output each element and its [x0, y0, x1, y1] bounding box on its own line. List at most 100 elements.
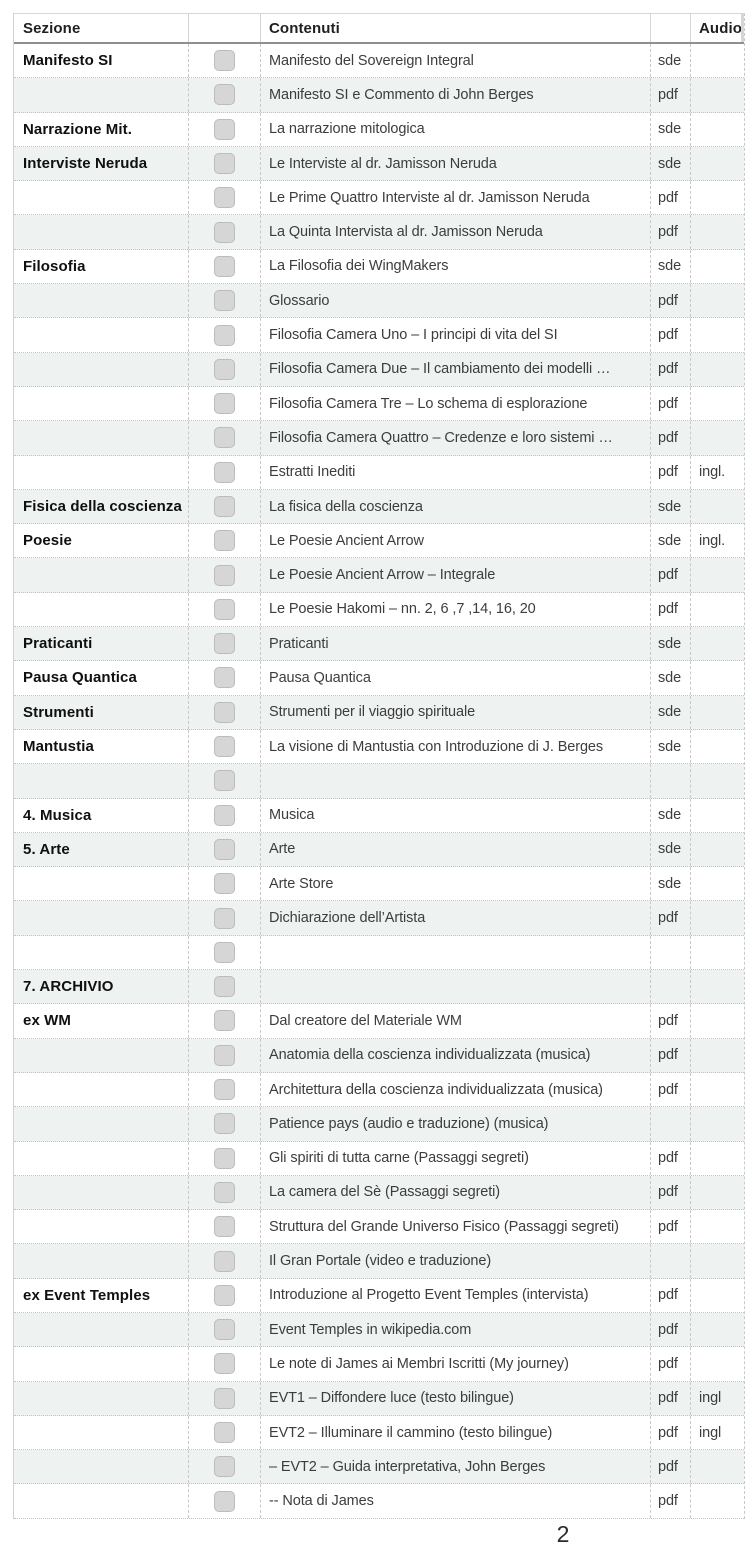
checkbox-cell: [189, 1210, 261, 1244]
filetype-label: pdf: [658, 464, 678, 481]
audio-cell: ingl.: [691, 456, 744, 489]
row-checkbox[interactable]: [214, 1353, 235, 1375]
table-body: Manifesto SI Manifesto del Sovereign Int…: [14, 44, 744, 1519]
checkbox-cell: [189, 1175, 261, 1210]
content-label: Architettura della coscienza individuali…: [269, 1081, 603, 1098]
row-checkbox[interactable]: [214, 667, 235, 689]
section-label: 7. ARCHIVIO: [23, 978, 114, 996]
row-checkbox[interactable]: [214, 153, 235, 175]
filetype-cell: pdf: [651, 1312, 691, 1347]
row-checkbox[interactable]: [214, 1422, 235, 1444]
content-label: Filosofia Camera Due – Il cambiamento de…: [269, 361, 611, 378]
row-checkbox[interactable]: [214, 598, 235, 620]
filetype-label: pdf: [658, 1218, 678, 1235]
checkbox-cell: [189, 352, 261, 386]
content-label: Estratti Inediti: [269, 464, 356, 481]
row-checkbox[interactable]: [214, 1181, 235, 1203]
audio-cell: [691, 593, 744, 626]
checkbox-cell: [189, 78, 261, 112]
content-label: La Filosofia dei WingMakers: [269, 258, 449, 275]
table-row: ex WM Dal creatore del Materiale WM pdf: [14, 1004, 744, 1039]
row-checkbox[interactable]: [214, 496, 235, 517]
row-checkbox[interactable]: [214, 427, 235, 449]
table-row: [14, 764, 744, 799]
row-checkbox[interactable]: [214, 1010, 235, 1032]
row-checkbox[interactable]: [214, 324, 235, 346]
row-checkbox[interactable]: [214, 358, 235, 380]
audio-cell: [691, 1450, 744, 1483]
row-checkbox[interactable]: [214, 290, 235, 312]
row-checkbox[interactable]: [214, 633, 235, 655]
filetype-label: pdf: [658, 1493, 678, 1510]
content-label: La visione di Mantustia con Introduzione…: [269, 738, 604, 755]
section-cell: Narrazione Mit.: [14, 112, 189, 146]
section-cell: [14, 215, 189, 249]
audio-cell: [691, 1313, 744, 1346]
row-checkbox[interactable]: [214, 736, 235, 758]
row-checkbox[interactable]: [214, 461, 235, 483]
filetype-cell: [651, 935, 691, 970]
row-checkbox[interactable]: [214, 118, 235, 140]
section-cell: [14, 284, 189, 318]
row-checkbox[interactable]: [214, 838, 235, 860]
row-checkbox[interactable]: [214, 770, 235, 792]
row-checkbox[interactable]: [214, 1284, 235, 1306]
row-checkbox[interactable]: [214, 1250, 235, 1272]
content-cell: Le Prime Quattro Interviste al dr. Jamis…: [261, 181, 651, 215]
filetype-cell: pdf: [651, 901, 691, 935]
content-cell: Il Gran Portale (video e traduzione): [261, 1244, 651, 1278]
row-checkbox[interactable]: [214, 1079, 235, 1101]
section-label: Manifesto SI: [23, 52, 113, 70]
table-row: Struttura del Grande Universo Fisico (Pa…: [14, 1210, 744, 1245]
row-checkbox[interactable]: [214, 941, 235, 963]
row-checkbox[interactable]: [214, 84, 235, 106]
content-label: Dal creatore del Materiale WM: [269, 1012, 462, 1029]
row-checkbox[interactable]: [214, 1490, 235, 1512]
row-checkbox[interactable]: [214, 564, 235, 586]
content-cell: Pausa Quantica: [261, 661, 651, 695]
row-checkbox[interactable]: [214, 1387, 235, 1409]
row-checkbox[interactable]: [214, 1216, 235, 1238]
row-checkbox[interactable]: [214, 976, 235, 998]
row-checkbox[interactable]: [214, 50, 235, 72]
section-label: ex WM: [23, 1012, 72, 1030]
row-checkbox[interactable]: [214, 1456, 235, 1478]
filetype-label: pdf: [658, 361, 678, 378]
content-label: Gli spiriti di tutta carne (Passaggi seg…: [269, 1150, 529, 1167]
row-checkbox[interactable]: [214, 907, 235, 929]
content-cell: Musica: [261, 798, 651, 832]
section-cell: [14, 764, 189, 798]
row-checkbox[interactable]: [214, 393, 235, 415]
row-checkbox[interactable]: [214, 1147, 235, 1169]
table-row: Poesie Le Poesie Ancient Arrow sde ingl.: [14, 524, 744, 559]
section-cell: Interviste Neruda: [14, 146, 189, 181]
content-cell: – EVT2 – Guida interpretativa, John Berg…: [261, 1450, 651, 1484]
row-checkbox[interactable]: [214, 701, 235, 723]
row-checkbox[interactable]: [214, 873, 235, 895]
row-checkbox[interactable]: [214, 1044, 235, 1066]
filetype-label: sde: [658, 532, 682, 549]
table-row: [14, 935, 744, 971]
checkbox-cell: [189, 421, 261, 455]
filetype-cell: pdf: [651, 592, 691, 627]
filetype-cell: pdf: [651, 78, 691, 112]
content-cell: [261, 935, 651, 970]
row-checkbox[interactable]: [214, 530, 235, 552]
row-checkbox[interactable]: [214, 1319, 235, 1341]
checkbox-cell: [189, 524, 261, 558]
section-cell: [14, 1107, 189, 1141]
header-cell-contenuti: Contenuti: [261, 14, 651, 42]
audio-cell: [691, 1004, 744, 1037]
content-cell: Arte: [261, 832, 651, 867]
row-checkbox[interactable]: [214, 187, 235, 209]
row-checkbox[interactable]: [214, 221, 235, 243]
checkbox-cell: [189, 935, 261, 970]
row-checkbox[interactable]: [214, 804, 235, 826]
audio-cell: [691, 901, 744, 934]
section-cell: Poesie: [14, 524, 189, 558]
section-cell: [14, 181, 189, 215]
filetype-cell: pdf: [651, 1175, 691, 1210]
checkbox-cell: [189, 1415, 261, 1450]
row-checkbox[interactable]: [214, 255, 235, 277]
row-checkbox[interactable]: [214, 1113, 235, 1135]
